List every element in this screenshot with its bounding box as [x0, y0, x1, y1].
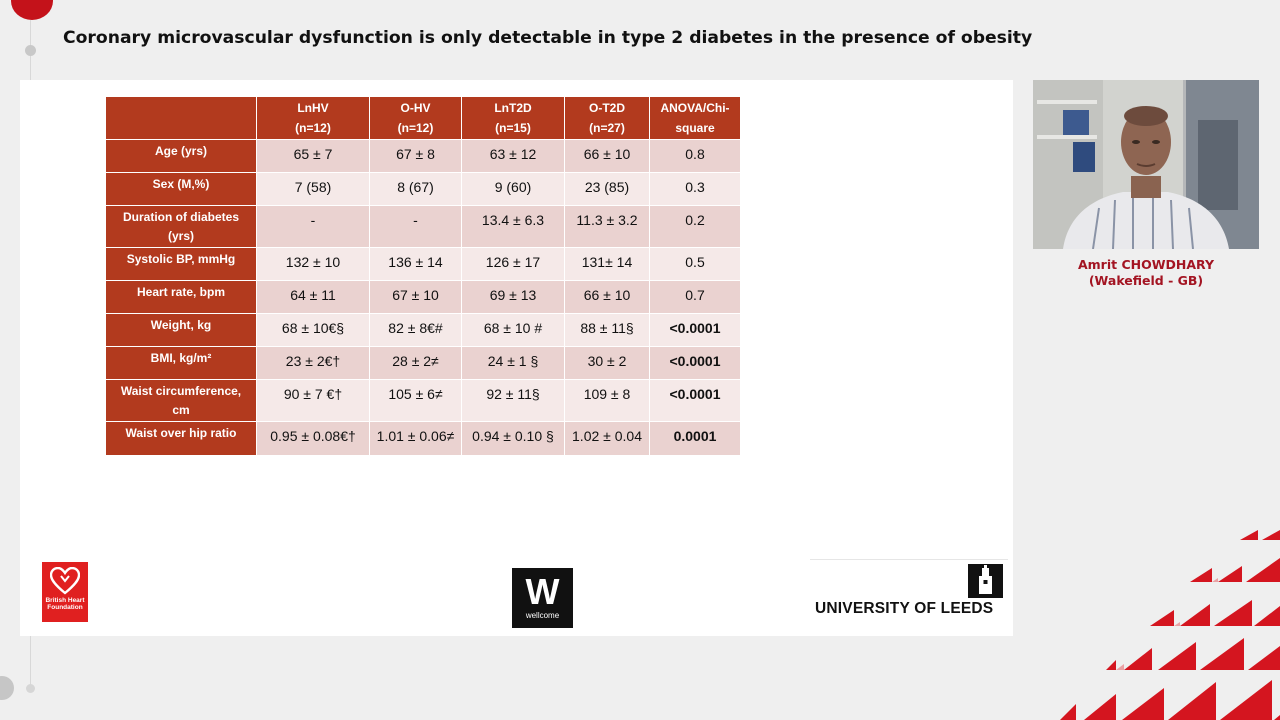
table-cell: 90 ± 7 €† — [256, 379, 370, 422]
column-header: ANOVA/Chi-square — [649, 96, 741, 140]
presenter-location: (Wakefield - GB) — [1088, 273, 1204, 288]
table-cell: 8 (67) — [369, 172, 462, 206]
divider — [810, 559, 1008, 560]
table-cell: 126 ± 17 — [461, 247, 565, 281]
table-header-row: LnHV (n=12) O-HV (n=12) LnT2D (n=15) O-T2D(… — [105, 96, 741, 140]
table-cell: 69 ± 13 — [461, 280, 565, 314]
p-value-cell: <0.0001 — [649, 313, 741, 347]
decorative-triangle-pattern — [1060, 530, 1280, 720]
table-cell: 9 (60) — [461, 172, 565, 206]
bhf-logo-text: British Heart Foundation — [45, 597, 85, 611]
table-cell: 92 ± 11§ — [461, 379, 565, 422]
row-label: Sex (M,%) — [105, 172, 257, 206]
presenter-caption: Amrit CHOWDHARY (Wakefield - GB) — [1033, 257, 1259, 289]
table-cell: 82 ± 8€# — [369, 313, 462, 347]
table-cell: 28 ± 2≠ — [369, 346, 462, 380]
table-cell: 23 (85) — [564, 172, 650, 206]
table-cell: 105 ± 6≠ — [369, 379, 462, 422]
row-label: Weight, kg — [105, 313, 257, 347]
timeline-dot-bottom-small — [26, 684, 35, 693]
table-row: Waist over hip ratio 0.95 ± 0.08€† 1.01 … — [105, 421, 741, 456]
wellcome-logo-mark: W — [525, 571, 560, 612]
university-of-leeds-logo-text: UNIVERSITY OF LEEDS — [815, 600, 994, 617]
presenter-video — [1033, 80, 1259, 249]
p-value-cell: <0.0001 — [649, 379, 741, 422]
table-row: Waist circumference, cm 90 ± 7 €† 105 ± 6… — [105, 379, 741, 422]
table-cell: 11.3 ± 3.2 — [564, 205, 650, 248]
tower-icon — [979, 565, 992, 594]
table-cell: 88 ± 11§ — [564, 313, 650, 347]
p-value-cell: <0.0001 — [649, 346, 741, 380]
p-value-cell: 0.7 — [649, 280, 741, 314]
table-row: Age (yrs) 65 ± 7 67 ± 8 63 ± 12 66 ± 10 … — [105, 139, 741, 173]
slide-canvas: LnHV (n=12) O-HV (n=12) LnT2D (n=15) O-T2D(… — [20, 80, 1013, 636]
p-value-cell: 0.3 — [649, 172, 741, 206]
presenter-video-frame — [1033, 80, 1259, 249]
timeline-dot-bottom — [0, 676, 14, 700]
column-header: LnHV (n=12) — [256, 96, 370, 140]
p-value-cell: 0.0001 — [649, 421, 741, 456]
table-cell: 64 ± 11 — [256, 280, 370, 314]
row-label: BMI, kg/m² — [105, 346, 257, 380]
table-cell: 1.01 ± 0.06≠ — [369, 421, 462, 456]
table-cell: 24 ± 1 § — [461, 346, 565, 380]
table-cell: 66 ± 10 — [564, 280, 650, 314]
table-cell: - — [256, 205, 370, 248]
timeline-dot — [25, 45, 36, 56]
table-cell: 65 ± 7 — [256, 139, 370, 173]
table-cell: 0.95 ± 0.08€† — [256, 421, 370, 456]
p-value-cell: 0.5 — [649, 247, 741, 281]
table-row: Systolic BP, mmHg 132 ± 10 136 ± 14 126 … — [105, 247, 741, 281]
table-cell: 13.4 ± 6.3 — [461, 205, 565, 248]
row-label: Age (yrs) — [105, 139, 257, 173]
table-cell: 67 ± 8 — [369, 139, 462, 173]
timeline-red-dot — [11, 0, 53, 20]
column-header: O-T2D (n=27) — [564, 96, 650, 140]
table-cell: 30 ± 2 — [564, 346, 650, 380]
table-row: Heart rate, bpm 64 ± 11 67 ± 10 69 ± 13 … — [105, 280, 741, 314]
wellcome-logo-text: wellcome — [525, 611, 560, 620]
table-cell: 131± 14 — [564, 247, 650, 281]
row-label: Duration of diabetes (yrs) — [105, 205, 257, 248]
row-label: Heart rate, bpm — [105, 280, 257, 314]
university-crest-icon — [968, 564, 1003, 598]
table-cell: 7 (58) — [256, 172, 370, 206]
table-cell: 66 ± 10 — [564, 139, 650, 173]
p-value-cell: 0.8 — [649, 139, 741, 173]
heart-icon — [50, 567, 80, 595]
table-row: Sex (M,%) 7 (58) 8 (67) 9 (60) 23 (85) 0… — [105, 172, 741, 206]
presenter-name: Amrit CHOWDHARY — [1077, 257, 1215, 272]
table-row: BMI, kg/m² 23 ± 2€† 28 ± 2≠ 24 ± 1 § 30 … — [105, 346, 741, 380]
baseline-characteristics-table: LnHV (n=12) O-HV (n=12) LnT2D (n=15) O-T2D(… — [105, 96, 741, 456]
table-row: Duration of diabetes (yrs) - - 13.4 ± 6.3… — [105, 205, 741, 248]
table-cell: 132 ± 10 — [256, 247, 370, 281]
column-header: LnT2D (n=15) — [461, 96, 565, 140]
row-label: Waist circumference, cm — [105, 379, 257, 422]
table-cell: 68 ± 10€§ — [256, 313, 370, 347]
row-label: Waist over hip ratio — [105, 421, 257, 456]
table-cell: 68 ± 10 # — [461, 313, 565, 347]
british-heart-foundation-logo: British Heart Foundation — [42, 562, 88, 622]
table-cell: 63 ± 12 — [461, 139, 565, 173]
column-header: O-HV (n=12) — [369, 96, 462, 140]
table-cell: 0.94 ± 0.10 § — [461, 421, 565, 456]
slide-title: Coronary microvascular dysfunction is on… — [63, 28, 1033, 48]
wellcome-logo: W wellcome — [512, 568, 573, 628]
table-cell: 109 ± 8 — [564, 379, 650, 422]
table-cell: 136 ± 14 — [369, 247, 462, 281]
p-value-cell: 0.2 — [649, 205, 741, 248]
table-cell: - — [369, 205, 462, 248]
table-corner-cell — [105, 96, 257, 140]
table-cell: 23 ± 2€† — [256, 346, 370, 380]
row-label: Systolic BP, mmHg — [105, 247, 257, 281]
table-cell: 67 ± 10 — [369, 280, 462, 314]
table-row: Weight, kg 68 ± 10€§ 82 ± 8€# 68 ± 10 # … — [105, 313, 741, 347]
table-cell: 1.02 ± 0.04 — [564, 421, 650, 456]
